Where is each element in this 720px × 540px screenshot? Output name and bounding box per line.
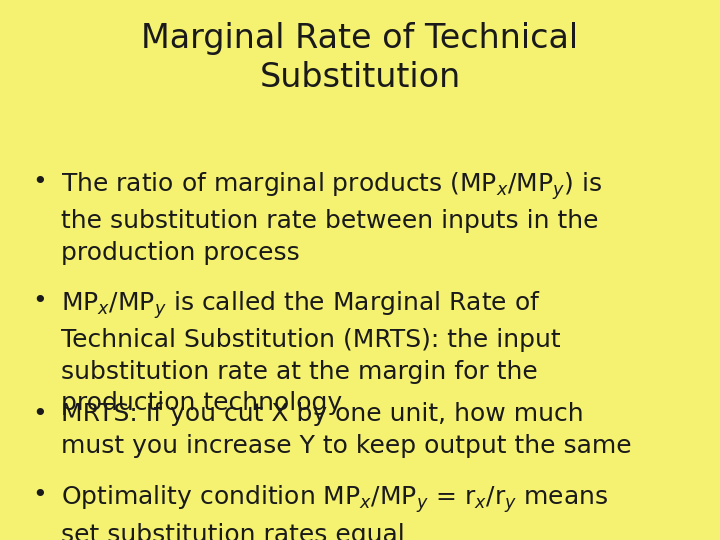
- Text: •: •: [32, 402, 47, 426]
- Text: MP$_{x}$/MP$_{y}$ is called the Marginal Rate of
Technical Substitution (MRTS): : MP$_{x}$/MP$_{y}$ is called the Marginal…: [61, 289, 561, 415]
- Text: Optimality condition MP$_{x}$/MP$_{y}$ = r$_{x}$/r$_{y}$ means
set substitution : Optimality condition MP$_{x}$/MP$_{y}$ =…: [61, 483, 608, 540]
- Text: •: •: [32, 170, 47, 194]
- Text: •: •: [32, 483, 47, 507]
- Text: The ratio of marginal products (MP$_{x}$/MP$_{y}$) is
the substitution rate betw: The ratio of marginal products (MP$_{x}$…: [61, 170, 603, 265]
- Text: •: •: [32, 289, 47, 313]
- Text: MRTS: If you cut X by one unit, how much
must you increase Y to keep output the : MRTS: If you cut X by one unit, how much…: [61, 402, 632, 458]
- Text: Marginal Rate of Technical
Substitution: Marginal Rate of Technical Substitution: [141, 22, 579, 94]
